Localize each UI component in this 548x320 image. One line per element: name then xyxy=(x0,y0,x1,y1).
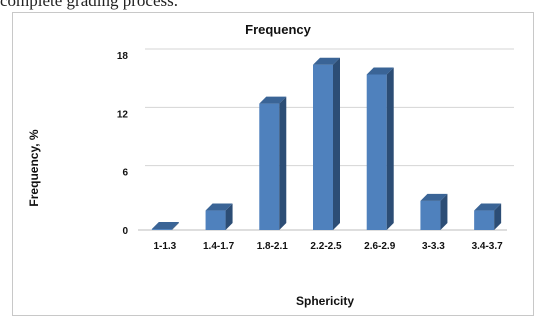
clipped-top-text: complete grading process. xyxy=(0,0,548,12)
bar-side xyxy=(225,203,233,230)
top-text: complete grading process. xyxy=(0,0,178,10)
bar-side xyxy=(440,193,448,230)
y-tick-label: 0 xyxy=(122,226,128,237)
x-tick-label: 2.6-2.9 xyxy=(364,241,396,252)
x-tick-labels: 1-1.3 1.4-1.7 1.8-2.1 2.2-2.5 2.6-2.9 3-3.3 3.… xyxy=(153,241,503,252)
bar-top xyxy=(205,203,233,211)
bar-top xyxy=(366,67,394,75)
x-tick-label: 3-3.3 xyxy=(422,241,445,252)
x-tick-label: 1-1.3 xyxy=(153,241,176,252)
bar-top xyxy=(151,222,179,230)
bar-front xyxy=(151,229,172,230)
bar-top xyxy=(474,203,502,211)
bar-side xyxy=(386,67,394,230)
bar-front xyxy=(313,64,333,230)
bar-front xyxy=(366,74,387,230)
x-tick-label: 3.4-3.7 xyxy=(472,241,504,252)
x-tick-label: 1.8-2.1 xyxy=(257,241,289,252)
bar-side xyxy=(171,222,179,230)
bars xyxy=(151,57,502,230)
y-axis-label: Frequency, % xyxy=(27,129,41,206)
bar-top xyxy=(420,193,448,201)
x-axis-label: Sphericity xyxy=(296,294,354,308)
chart-title: Frequency xyxy=(245,22,312,37)
bar-side xyxy=(494,203,502,230)
y-tick-labels: 0 6 12 18 xyxy=(117,51,129,237)
bar-front xyxy=(420,200,441,230)
bar-top xyxy=(259,96,287,104)
y-tick-label: 18 xyxy=(117,51,129,62)
y-tick-label: 6 xyxy=(122,168,128,179)
bar-side xyxy=(279,96,287,230)
bar-side xyxy=(333,57,340,230)
bar-front xyxy=(259,103,280,230)
bar-top xyxy=(313,57,340,65)
x-tick-label: 1.4-1.7 xyxy=(203,241,235,252)
bar-front xyxy=(474,210,495,230)
x-tick-label: 2.2-2.5 xyxy=(310,241,342,252)
bar-front xyxy=(205,210,226,230)
y-tick-label: 12 xyxy=(117,109,129,120)
